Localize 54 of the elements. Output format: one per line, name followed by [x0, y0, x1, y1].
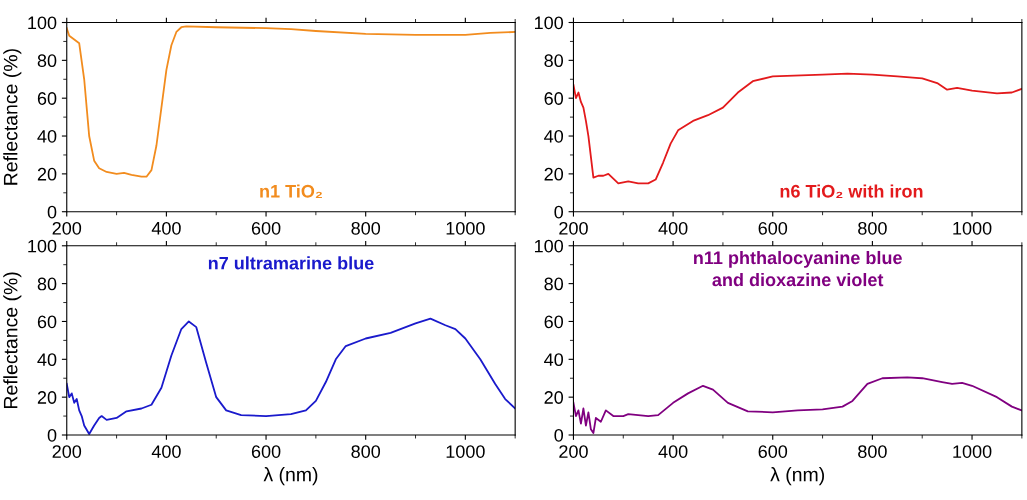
y-tick-label: 80	[37, 54, 57, 68]
y-tick-label: 60	[37, 92, 57, 105]
y-tick-label: 40	[37, 353, 57, 367]
y-tick-label: 60	[544, 92, 564, 105]
line-series	[573, 72, 1022, 185]
annotation: n6 TiO₂ with iron	[780, 184, 923, 199]
x-tick-label: 400	[151, 221, 181, 235]
x-tick-label: 400	[658, 221, 688, 235]
annotation: n7 ultramarine blue	[208, 256, 374, 270]
annotation: n1 TiO₂	[260, 184, 322, 199]
y-tick-label: 100	[534, 16, 564, 30]
y-tick-label: 20	[544, 391, 564, 404]
annotation: n11 phthalocyanine blue and dioxazine violet	[694, 250, 902, 287]
x-axis-title: λ (nm)	[263, 467, 318, 486]
y-tick-label: 20	[37, 167, 57, 181]
x-tick-label: 200	[52, 445, 82, 458]
y-tick-label: 20	[37, 391, 57, 404]
x-tick-label: 1000	[446, 445, 485, 458]
x-tick-label: 1000	[953, 445, 992, 458]
y-tick-label: 0	[47, 428, 57, 442]
y-axis-title: Reflectance (%)	[3, 49, 22, 185]
y-tick-label: 40	[544, 129, 564, 143]
x-tick-label: 800	[351, 445, 381, 458]
line-series	[66, 25, 516, 178]
y-tick-label: 100	[28, 16, 57, 30]
x-axis-title: λ (nm)	[770, 467, 824, 486]
x-tick-label: 200	[559, 445, 588, 458]
y-tick-label: 100	[28, 239, 57, 253]
x-tick-label: 800	[858, 445, 887, 458]
x-tick-label: 1000	[446, 221, 485, 235]
x-tick-label: 600	[758, 221, 788, 235]
x-tick-label: 600	[251, 445, 281, 458]
y-tick-label: 0	[554, 428, 564, 442]
y-tick-label: 100	[534, 239, 564, 253]
y-tick-label: 0	[554, 205, 564, 219]
y-tick-label: 0	[47, 205, 57, 219]
y-tick-label: 60	[544, 315, 564, 329]
x-tick-label: 200	[559, 221, 588, 235]
x-tick-label: 200	[52, 221, 82, 235]
x-tick-label: 400	[658, 445, 688, 458]
y-axis-title: Reflectance (%)	[3, 272, 22, 408]
y-tick-label: 20	[544, 167, 564, 181]
x-tick-label: 600	[758, 445, 788, 458]
x-tick-label: 800	[351, 221, 381, 235]
x-tick-label: 1000	[953, 221, 992, 235]
x-tick-label: 400	[151, 445, 181, 458]
x-tick-label: 800	[858, 221, 887, 235]
y-tick-label: 40	[544, 353, 564, 367]
y-tick-label: 40	[37, 129, 57, 143]
x-tick-label: 600	[251, 221, 281, 235]
y-tick-label: 60	[37, 315, 57, 329]
y-tick-label: 80	[544, 54, 564, 68]
y-tick-label: 80	[37, 277, 57, 291]
y-tick-label: 80	[544, 277, 564, 291]
